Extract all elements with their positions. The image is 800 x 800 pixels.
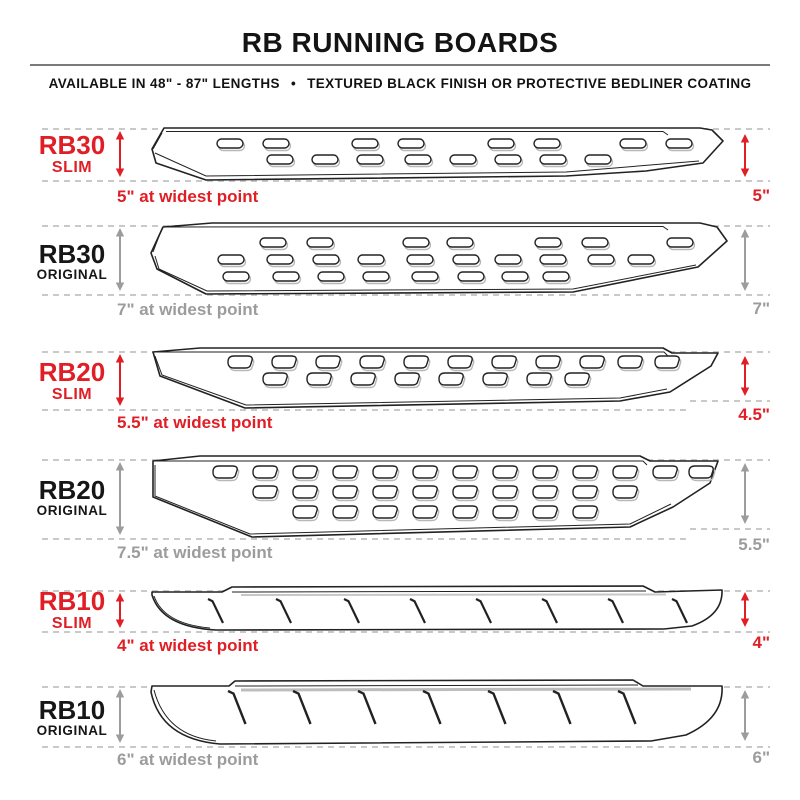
header-subtitle: AVAILABLE IN 48" - 87" LENGTHS • TEXTURED … [0,76,800,91]
product-row-rb20-original-label: RB20 ORIGINAL [24,476,120,519]
product-row-rb30-original-label: RB30 ORIGINAL [24,240,120,283]
title-underline [30,64,770,66]
vertical-measure-arrow-icon [740,592,750,627]
widest-point-label: 6" at widest point [117,750,259,769]
variant-label: ORIGINAL [36,503,108,519]
reference-dashed-line [42,294,770,296]
variant-label: SLIM [51,386,93,404]
bullet-separator-icon: • [290,76,297,91]
vertical-measure-arrow-icon [115,689,125,743]
model-label: RB10 [38,695,106,725]
finish-text: TEXTURED BLACK FINISH OR PROTECTIVE BEDL… [307,76,752,91]
variant-label: ORIGINAL [36,267,108,283]
reference-dashed-line [42,538,688,540]
vertical-measure-arrow-icon [740,690,750,741]
model-label: RB20 [38,475,106,505]
vertical-measure-arrow-icon [115,462,125,535]
reference-dashed-line [42,180,770,182]
variant-label: SLIM [51,159,93,177]
widest-point-label: 5.5" at widest point [117,413,273,432]
model-label: RB30 [38,130,106,160]
reference-dashed-line [690,400,770,402]
board-illustration-rb10-original [150,679,723,745]
vertical-measure-arrow-icon [740,463,750,524]
reference-dashed-line [690,528,770,530]
widest-point-label: 7.5" at widest point [117,543,273,562]
end-width-label: 4" [752,633,770,652]
widest-point-label: 5" at widest point [117,187,259,206]
end-width-label: 4.5" [738,405,770,424]
model-label: RB10 [38,586,106,616]
end-width-label: 5" [752,186,770,205]
variant-label: SLIM [51,615,93,633]
widest-point-label: 7" at widest point [117,300,259,319]
model-label: RB20 [38,357,106,387]
reference-dashed-line [42,746,770,748]
product-row-rb10-original-label: RB10 ORIGINAL [24,696,120,739]
product-row-rb30-slim-label: RB30 SLIM [24,131,120,176]
page-title: RB RUNNING BOARDS [241,27,559,58]
board-illustration-rb20-slim [152,347,719,409]
vertical-measure-arrow-icon [115,593,125,628]
board-illustration-rb20-original [152,455,719,538]
variant-label: ORIGINAL [36,723,108,739]
end-width-label: 5.5" [738,535,770,554]
end-width-label: 7" [752,299,770,318]
availability-text: AVAILABLE IN 48" - 87" LENGTHS [48,76,280,91]
end-width-label: 6" [752,748,770,767]
board-illustration-rb30-original [150,222,728,295]
vertical-measure-arrow-icon [115,228,125,291]
board-illustration-rb30-slim [151,127,724,181]
vertical-measure-arrow-icon [740,356,750,396]
product-row-rb10-slim-label: RB10 SLIM [24,587,120,632]
widest-point-label: 4" at widest point [117,636,259,655]
vertical-measure-arrow-icon [740,229,750,291]
reference-dashed-line [42,409,688,411]
vertical-measure-arrow-icon [740,134,750,177]
vertical-measure-arrow-icon [115,354,125,406]
product-row-rb20-slim-label: RB20 SLIM [24,358,120,403]
vertical-measure-arrow-icon [115,131,125,177]
board-illustration-rb10-slim [151,585,723,631]
reference-dashed-line [42,631,770,633]
model-label: RB30 [38,239,106,269]
